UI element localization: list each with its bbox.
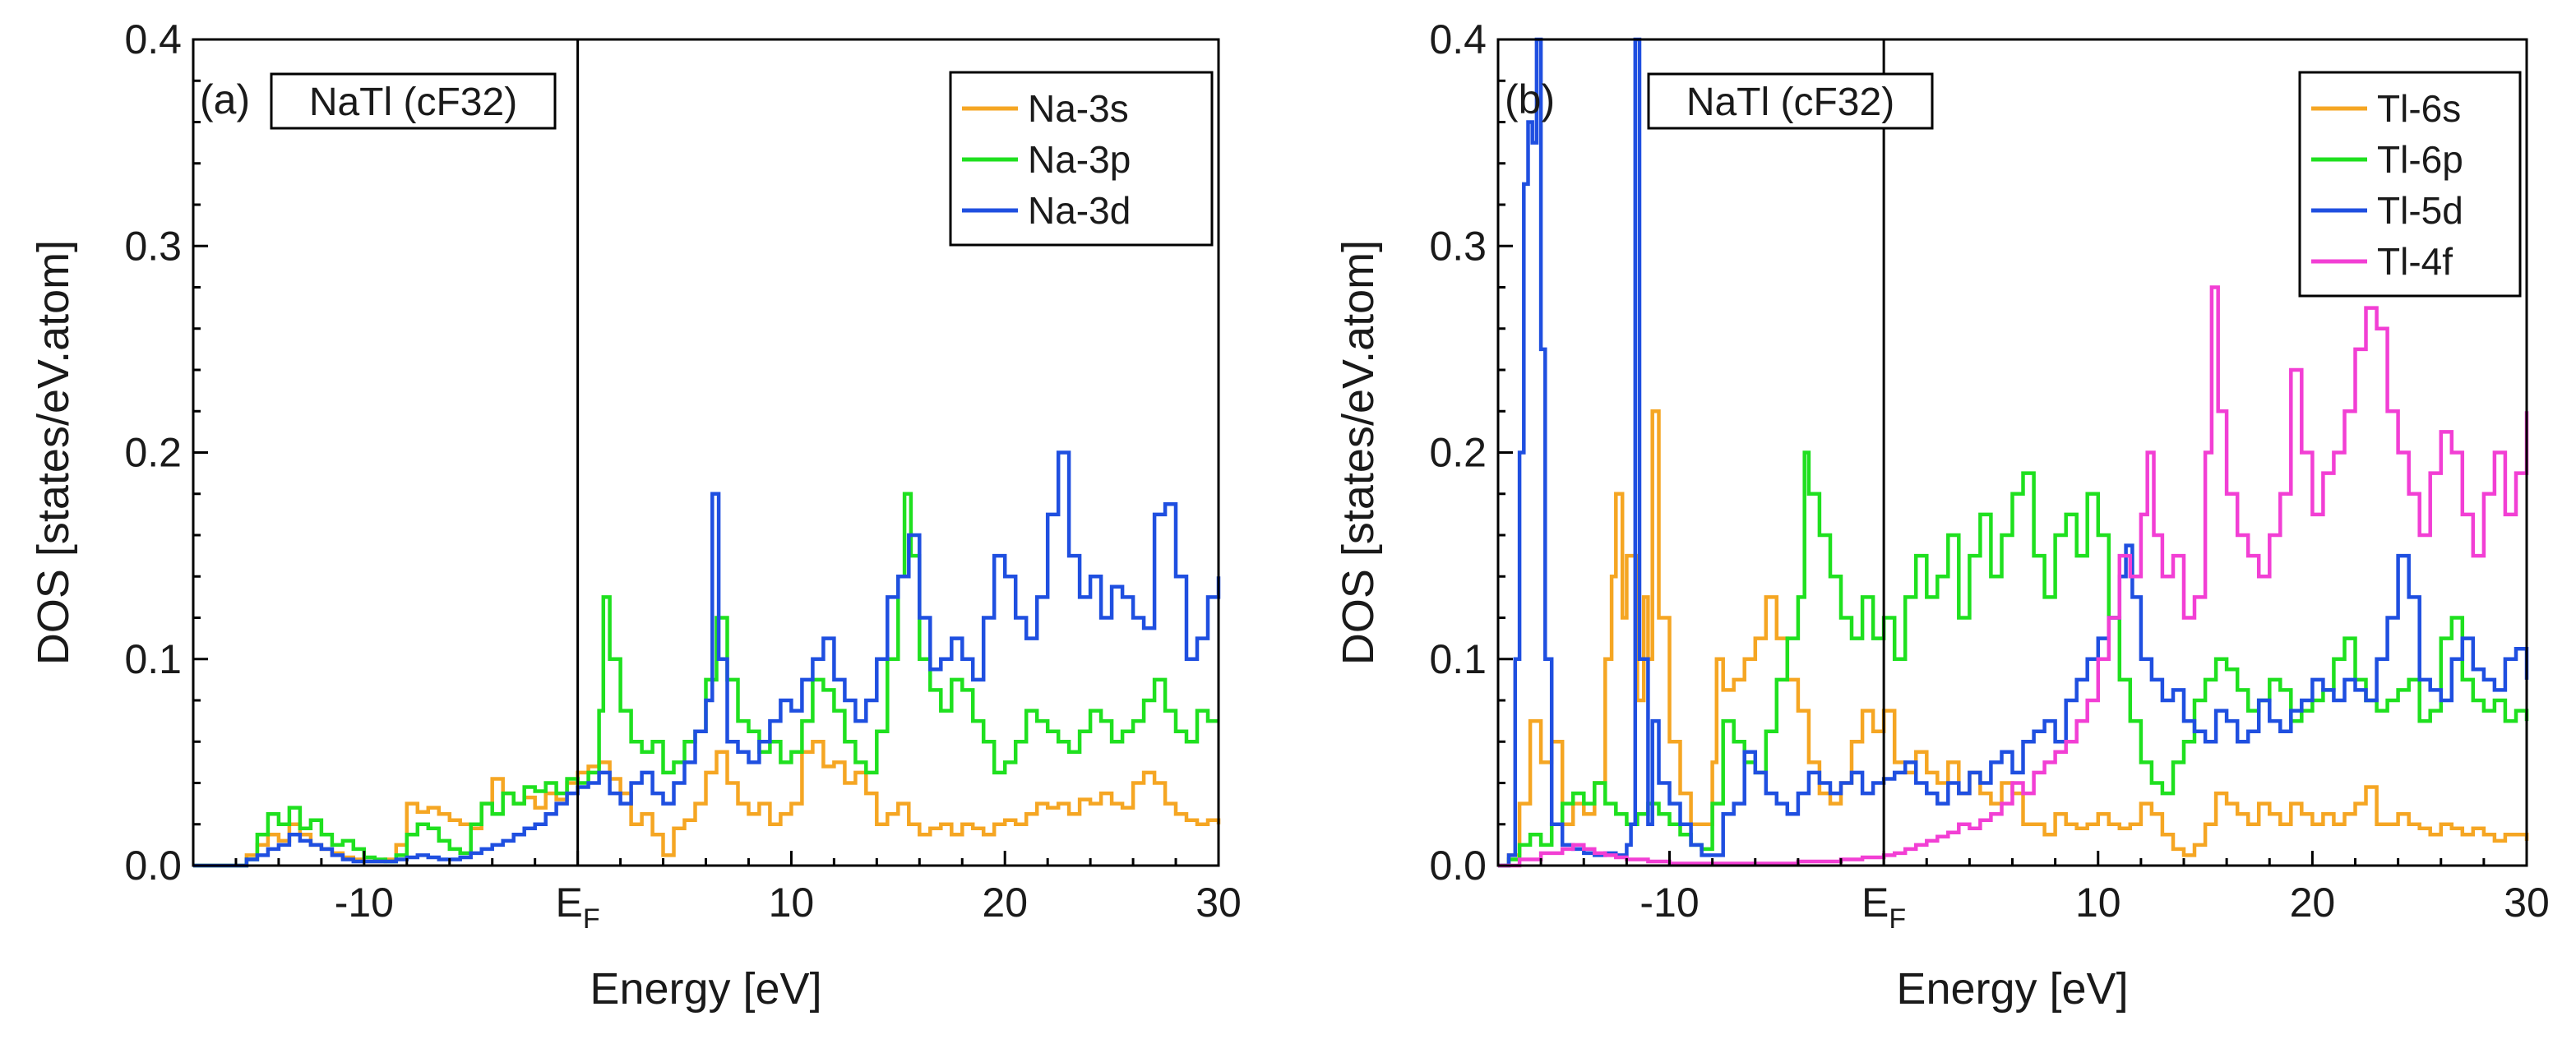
- y-axis-label: DOS [states/eV.atom]: [29, 240, 78, 665]
- y-tick-label: 0.3: [1429, 223, 1487, 269]
- panel-a: -10 EF 10 20 30 0.0 0.1 0.2 0.3 0.4 Energy [eV] DOS…: [29, 16, 1242, 1014]
- series-line-na-3p: [193, 492, 1219, 868]
- legend-label: Na-3d: [1028, 189, 1131, 232]
- panel-label: (b): [1505, 76, 1555, 122]
- series-line-tl-6s: [1498, 409, 2529, 868]
- x-tick-label: -10: [1639, 880, 1699, 926]
- legend: Tl-6s Tl-6p Tl-5d Tl-4f: [2298, 71, 2522, 298]
- legend-label: Na-3s: [1028, 87, 1129, 130]
- y-tick-label: 0.1: [124, 636, 182, 682]
- y-axis-label: DOS [states/eV.atom]: [1334, 240, 1383, 665]
- x-tick-label: 30: [2504, 880, 2550, 926]
- legend-label: Tl-5d: [2377, 189, 2463, 232]
- y-tick-label: 0.0: [124, 843, 182, 889]
- chart-title: NaTl (cF32): [309, 81, 517, 124]
- chart-title: NaTl (cF32): [1686, 81, 1894, 124]
- x-tick-label: 20: [982, 880, 1028, 926]
- y-tick-label: 0.2: [124, 430, 182, 476]
- y-tick-label: 0.4: [124, 16, 182, 62]
- x-tick-label: 20: [2290, 880, 2336, 926]
- title-box: [270, 72, 557, 130]
- y-tick-label: 0.2: [1429, 430, 1487, 476]
- series-line-tl-6p: [1498, 450, 2529, 868]
- series-line-tl-4f: [1498, 285, 2529, 868]
- series-line-na-3d: [193, 450, 1221, 868]
- x-tick-label: 10: [769, 880, 815, 926]
- legend-label: Na-3p: [1028, 138, 1131, 181]
- x-tick-label: EF: [1861, 880, 1906, 935]
- y-tick-label: 0.0: [1429, 843, 1487, 889]
- y-tick-label: 0.3: [124, 223, 182, 269]
- legend: Na-3s Na-3p Na-3d: [949, 71, 1214, 247]
- series-line-tl-5d: [1498, 37, 2529, 868]
- legend-label: Tl-6s: [2377, 87, 2461, 130]
- x-axis-label: Energy [eV]: [590, 964, 821, 1014]
- panel-label: (a): [200, 76, 250, 122]
- legend-label: Tl-6p: [2377, 138, 2463, 181]
- y-tick-label: 0.4: [1429, 16, 1487, 62]
- x-axis-label: Energy [eV]: [1896, 964, 2128, 1014]
- x-tick-label: EF: [556, 880, 600, 935]
- legend-label: Tl-4f: [2377, 240, 2453, 283]
- series-line-na-3s: [193, 740, 1221, 868]
- x-tick-label: 30: [1196, 880, 1242, 926]
- x-tick-label: 10: [2075, 880, 2121, 926]
- title-box: [1647, 72, 1934, 130]
- x-tick-label: -10: [335, 880, 394, 926]
- panel-b: -10 EF 10 20 30 0.0 0.1 0.2 0.3 0.4 Energy [eV] DOS…: [1334, 16, 2550, 1014]
- y-tick-label: 0.1: [1429, 636, 1487, 682]
